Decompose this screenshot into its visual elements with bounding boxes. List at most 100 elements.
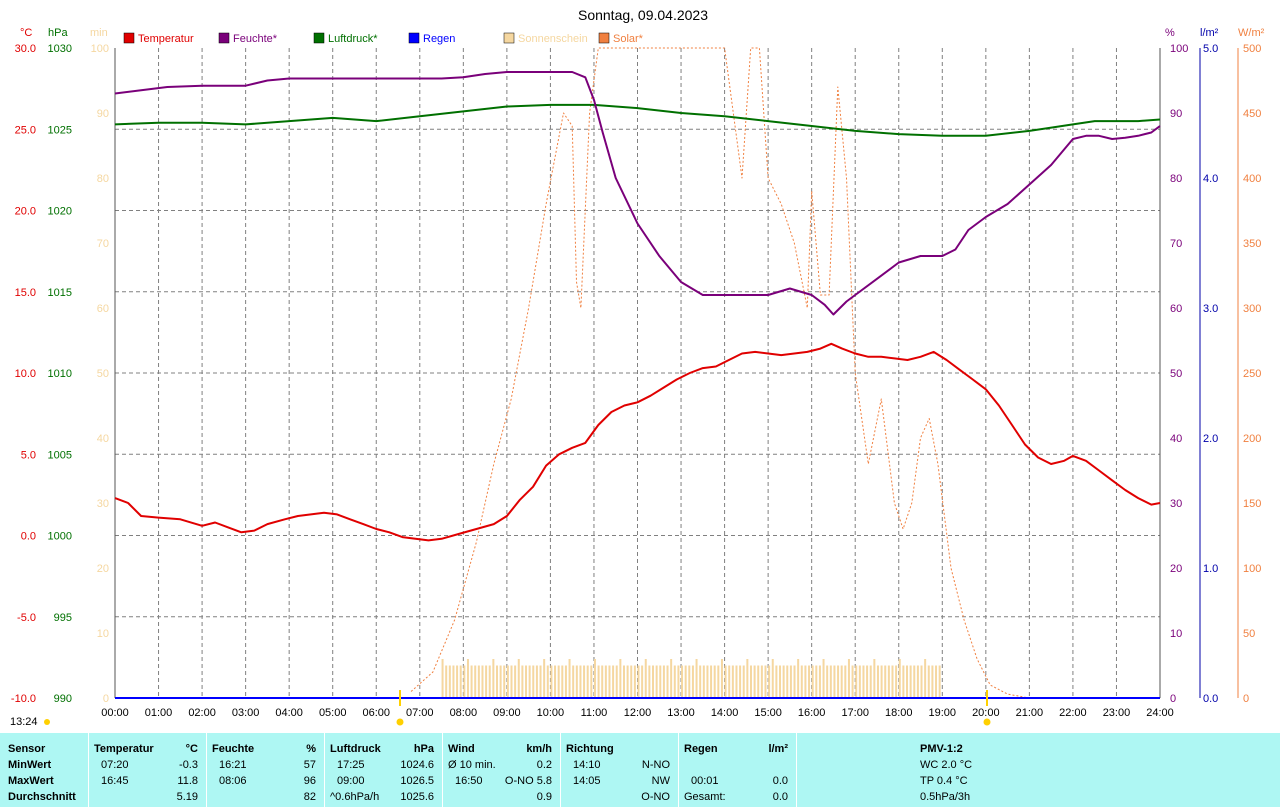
y-tick-solar: 50 [1243,628,1255,640]
sonnenschein-bar [655,665,658,698]
y-tick-hpa: 1000 [48,531,72,543]
sonnenschein-bar [575,665,578,698]
panel-divider [796,733,797,807]
sonnenschein-bar [702,665,705,698]
sonnenschein-bar [546,665,549,698]
y-tick-hpa: 1030 [48,43,72,55]
sonnenschein-bar [554,665,557,698]
sonnenschein-bar [833,665,836,698]
wind-avg10-label: Ø 10 min. [448,759,496,771]
x-tick-label: 24:00 [1146,707,1174,719]
pmv-header: PMV-1:2 [920,743,963,755]
x-tick-label: 09:00 [493,707,521,719]
sonnenschein-bar [510,665,513,698]
sonnenschein-bar [768,665,771,698]
chart-title: Sonntag, 09.04.2023 [578,7,708,23]
y-tick-min: 80 [97,173,109,185]
wind-min: 0.2 [536,759,552,771]
sonnenschein-bar [706,665,709,698]
feuchte-min: 57 [303,759,316,771]
series-line-feuchte [114,71,1161,316]
sonnenschein-bar [557,665,560,698]
y-tick-hpa: 995 [54,612,72,624]
sonnenschein-bar [771,659,774,698]
sunset-dot [983,718,991,726]
sonnenschein-bar [550,665,553,698]
sunrise-dot [396,718,404,726]
y-tick-pct: 10 [1170,628,1182,640]
unit-rain: l/m² [1200,27,1219,39]
luftdruck-min-time: 17:25 [337,759,365,771]
y-tick-temp: 25.0 [15,124,36,136]
sonnenschein-bar [572,665,575,698]
sonnenschein-bar [782,665,785,698]
sonnenschein-bar [492,659,495,698]
y-tick-labels: 30.025.020.015.010.05.00.0-5.0-10.010301… [11,43,1261,705]
marker-dot-icon [43,719,50,725]
y-tick-temp: -10.0 [11,693,36,705]
pmv-taupunkt: TP 0.4 °C [920,775,968,787]
sonnenschein-bar [735,665,738,698]
y-tick-min: 60 [97,303,109,315]
sonnenschein-bar [677,665,680,698]
sonnenschein-bar [818,665,821,698]
y-tick-pct: 0 [1170,693,1176,705]
feuchte-unit: % [306,743,316,755]
sonnenschein-bar [633,665,636,698]
y-tick-solar: 100 [1243,563,1261,575]
sonnenschein-bar [880,665,883,698]
sonnenschein-bar [760,665,763,698]
x-tick-label: 23:00 [1103,707,1131,719]
sonnenschein-bar [858,665,861,698]
unit-min: min [90,27,108,39]
luftdruck-avg: 1025.6 [400,791,434,803]
temperatur-max-time: 16:45 [101,775,129,787]
x-tick-label: 22:00 [1059,707,1087,719]
sonnenschein-bar [710,665,713,698]
sonnenschein-bar [808,665,811,698]
sensor-header: Sensor [8,743,46,755]
sonnenschein-bar [757,665,760,698]
sonnenschein-bar [488,665,491,698]
sonnenschein-bar [681,665,684,698]
sonnenschein-bar [670,659,673,698]
row-label-avg: Durchschnitt [8,791,76,803]
temperatur-min: -0.3 [179,759,198,771]
y-tick-pct: 50 [1170,368,1182,380]
sonnenschein-bar [539,665,542,698]
sonnenschein-bar [717,665,720,698]
legend-label-luftdruck: Luftdruck* [328,33,378,45]
y-tick-solar: 0 [1243,693,1249,705]
legend-label-temperatur: Temperatur [138,33,194,45]
pmv-druck-trend: 0.5hPa/3h [920,791,971,803]
sonnenschein-bar [514,665,517,698]
sonnenschein-bar [543,659,546,698]
x-tick-label: 03:00 [232,707,260,719]
sonnenschein-bar [916,665,919,698]
sonnenschein-bar [866,665,869,698]
weather-chart: Sonntag, 09.04.2023 Temperatur Feuchte* … [11,7,1265,726]
sonnenschein-bar [612,665,615,698]
y-tick-min: 100 [91,43,109,55]
regen-total-label: Gesamt: [684,791,726,803]
sonnenschein-bar [746,659,749,698]
x-tick-label: 05:00 [319,707,347,719]
y-tick-min: 50 [97,368,109,380]
regen-max: 0.0 [772,775,788,787]
sonnenschein-bar [586,665,589,698]
legend: Temperatur Feuchte* Luftdruck* Regen Son… [123,32,644,45]
sonnenschein-bar [927,665,930,698]
wind-max-time: 16:50 [455,775,483,787]
richtung-min: N-NO [641,759,670,771]
y-tick-solar: 200 [1243,433,1261,445]
luftdruck-max-time: 09:00 [337,775,365,787]
sonnenschein-bar [568,659,571,698]
sonnenschein-bar [604,665,607,698]
sonnenschein-bar [906,665,909,698]
wind-avg: 0.9 [536,791,552,803]
x-tick-label: 10:00 [537,707,565,719]
sun-markers [396,690,991,726]
sonnenschein-bar [691,665,694,698]
sonnenschein-bar [826,665,829,698]
sonnenschein-bar [532,665,535,698]
